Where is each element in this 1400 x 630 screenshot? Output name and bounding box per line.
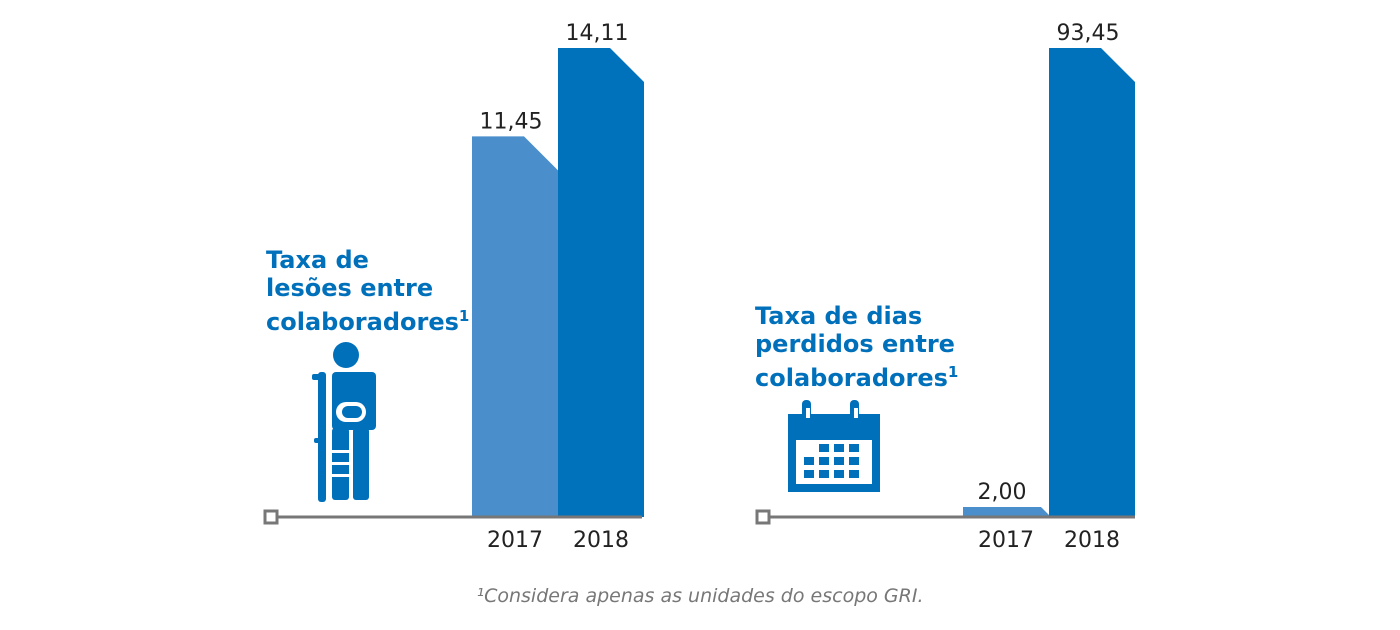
- chart-1-title-text: colaboradores: [266, 308, 459, 336]
- chart-2-bar-2018: [1049, 48, 1135, 517]
- calendar-icon: [788, 400, 880, 492]
- chart-1-title-line-2: lesões entre: [266, 274, 434, 302]
- chart-2-category-label-2018: 2018: [1064, 528, 1120, 553]
- chart-1-title: Taxa de lesões entre colaboradores1: [266, 246, 469, 336]
- chart-1-category-label-2018: 2018: [573, 528, 629, 553]
- chart-1-title-line-3: colaboradores1: [266, 302, 469, 336]
- chart-2-value-label-2017: 2,00: [978, 480, 1027, 505]
- chart-2-title-line-2: perdidos entre: [755, 330, 955, 358]
- chart-1-value-label-2018: 14,11: [566, 21, 629, 46]
- chart-1-title-line-1: Taxa de: [266, 246, 369, 274]
- chart-2-category-label-2017: 2017: [978, 528, 1034, 553]
- chart-2-title-line-3: colaboradores1: [755, 358, 958, 392]
- chart-1-bar-2018: [558, 48, 644, 517]
- chart-2-title-superscript: 1: [947, 363, 959, 381]
- chart-2-bar-2017: [963, 506, 1049, 517]
- chart-2-title: Taxa de dias perdidos entre colaboradore…: [755, 302, 958, 392]
- chart-1-value-label-2017: 11,45: [480, 109, 543, 134]
- chart-2-axis-origin-marker: [755, 509, 771, 525]
- chart-2-value-label-2018: 93,45: [1057, 21, 1120, 46]
- chart-1-category-label-2017: 2017: [487, 528, 543, 553]
- chart-2-title-text: colaboradores: [755, 364, 948, 392]
- chart-1-bar-2017: [472, 136, 558, 517]
- chart-2-title-line-1: Taxa de dias: [755, 302, 923, 330]
- footnote: ¹Considera apenas as unidades do escopo …: [476, 585, 924, 607]
- injured-person-with-crutch-icon: [312, 342, 376, 502]
- chart-1-title-superscript: 1: [458, 307, 470, 325]
- chart-1-axis-origin-marker: [263, 509, 279, 525]
